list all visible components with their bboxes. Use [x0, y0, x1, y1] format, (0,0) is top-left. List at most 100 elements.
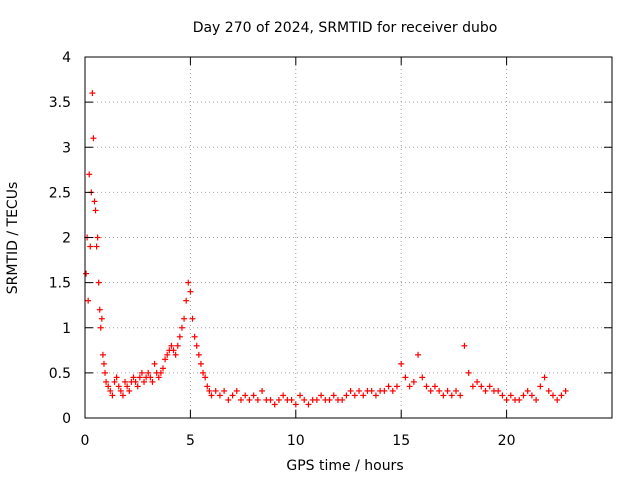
- data-point: [98, 315, 105, 322]
- data-point: [90, 135, 97, 142]
- data-point: [96, 306, 103, 313]
- data-point: [495, 387, 502, 394]
- data-point: [297, 392, 304, 399]
- x-tick-label: 15: [392, 433, 410, 449]
- data-point: [275, 396, 282, 403]
- data-point: [554, 396, 561, 403]
- data-point: [271, 401, 278, 408]
- data-point: [89, 90, 96, 97]
- data-point: [427, 387, 434, 394]
- data-point: [200, 369, 207, 376]
- data-point: [419, 374, 426, 381]
- data-point: [229, 392, 236, 399]
- data-point: [406, 383, 413, 390]
- data-point: [267, 396, 274, 403]
- data-point: [109, 392, 116, 399]
- data-point: [457, 392, 464, 399]
- data-point: [221, 387, 228, 394]
- data-point: [347, 387, 354, 394]
- data-point: [176, 333, 183, 340]
- x-axis-label: GPS time / hours: [286, 458, 403, 474]
- data-point: [195, 351, 202, 358]
- data-point: [185, 279, 192, 286]
- data-point: [356, 387, 363, 394]
- data-point: [246, 396, 253, 403]
- data-point: [259, 387, 266, 394]
- data-point: [461, 342, 468, 349]
- data-point: [562, 387, 569, 394]
- data-point: [237, 396, 244, 403]
- data-point: [170, 347, 177, 354]
- data-point: [537, 383, 544, 390]
- data-point: [448, 392, 455, 399]
- data-point: [159, 365, 166, 372]
- data-point: [105, 383, 112, 390]
- data-point: [242, 392, 249, 399]
- y-tick-label: 2: [62, 231, 71, 247]
- data-point: [372, 392, 379, 399]
- data-point: [119, 392, 126, 399]
- data-point: [111, 378, 118, 385]
- data-point: [503, 396, 510, 403]
- data-point: [95, 279, 102, 286]
- data-point: [147, 374, 154, 381]
- data-point: [189, 315, 196, 322]
- y-tick-label: 0.5: [49, 366, 71, 382]
- data-point: [225, 396, 232, 403]
- data-point: [92, 207, 99, 214]
- data-point: [254, 396, 261, 403]
- data-point: [393, 383, 400, 390]
- x-tick-label: 0: [81, 433, 90, 449]
- data-point: [343, 392, 350, 399]
- data-point: [193, 342, 200, 349]
- data-point: [87, 243, 94, 250]
- data-point: [516, 396, 523, 403]
- data-point: [431, 383, 438, 390]
- x-tick-label: 10: [287, 433, 305, 449]
- data-point: [545, 387, 552, 394]
- y-axis-label: SRMTID / TECUs: [5, 182, 21, 295]
- data-point: [93, 243, 100, 250]
- data-point: [97, 324, 104, 331]
- data-point: [117, 387, 124, 394]
- data-point: [206, 387, 213, 394]
- y-tick-label: 3: [62, 140, 71, 156]
- data-point: [103, 378, 110, 385]
- data-point: [134, 383, 141, 390]
- data-point: [280, 392, 287, 399]
- data-point: [440, 392, 447, 399]
- data-point: [168, 342, 175, 349]
- data-point: [381, 387, 388, 394]
- y-tick-label: 0: [62, 411, 71, 427]
- data-point: [313, 396, 320, 403]
- data-point: [305, 401, 312, 408]
- data-point: [172, 351, 179, 358]
- data-point: [130, 374, 137, 381]
- data-point: [453, 387, 460, 394]
- y-tick-label: 2.5: [49, 185, 71, 201]
- data-point: [339, 396, 346, 403]
- data-point: [132, 378, 139, 385]
- axes: 0 0.5 1 1.5 2 2.5 3 3.5 4 0 5 10 15 20: [49, 50, 612, 449]
- data-point: [385, 383, 392, 390]
- data-point: [368, 387, 375, 394]
- chart-title: Day 270 of 2024, SRMTID for receiver dub…: [193, 20, 498, 36]
- data-points: [83, 90, 569, 408]
- data-point: [83, 270, 90, 277]
- data-point: [301, 396, 308, 403]
- data-point: [288, 396, 295, 403]
- data-point: [216, 392, 223, 399]
- data-point: [157, 369, 164, 376]
- data-point: [330, 392, 337, 399]
- data-point: [233, 387, 240, 394]
- data-point: [141, 378, 148, 385]
- x-tick-label: 20: [498, 433, 516, 449]
- data-point: [212, 387, 219, 394]
- data-point: [136, 374, 143, 381]
- data-point: [138, 369, 145, 376]
- plot-frame: [84, 56, 613, 419]
- data-point: [549, 392, 556, 399]
- data-point: [124, 383, 131, 390]
- data-point: [99, 351, 106, 358]
